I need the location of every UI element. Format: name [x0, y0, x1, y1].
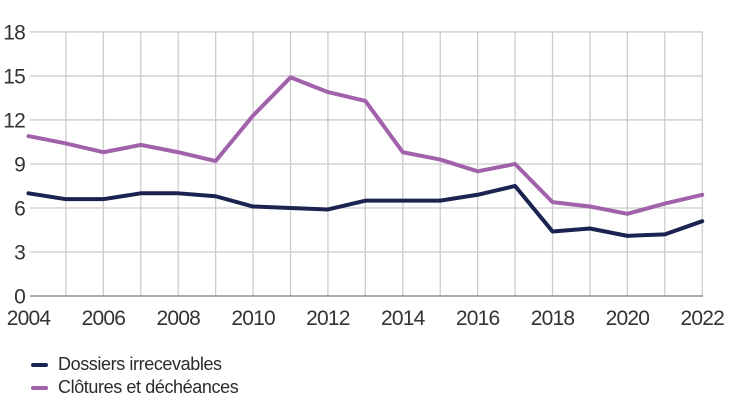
x-tick-label: 2004 — [7, 307, 52, 330]
y-tick-label: 18 — [3, 22, 25, 45]
gridlines — [30, 31, 703, 296]
series-lines — [26, 75, 705, 238]
y-axis-labels: 0 3 6 9 12 15 18 — [3, 22, 26, 309]
legend-label-dossiers-irrecevables: Dossiers irrecevables — [58, 354, 222, 374]
y-tick-label: 3 — [14, 242, 25, 265]
legend-label-clotures-et-decheances: Clôtures et déchéances — [58, 377, 239, 397]
x-axis-labels: 2004 2006 2008 2010 2012 2014 2016 2018 2020 2022 — [7, 307, 725, 330]
x-tick-label: 2018 — [531, 307, 575, 330]
legend-item-clotures-et-decheances: Clôtures et déchéances — [31, 376, 239, 399]
series-line-1 — [26, 75, 705, 216]
y-tick-label: 6 — [14, 198, 25, 221]
x-tick-label: 2020 — [606, 307, 650, 330]
legend: Dossiers irrecevables Clôtures et déchéa… — [31, 353, 239, 399]
y-tick-label: 9 — [14, 154, 25, 177]
legend-line-swatch-purple — [31, 385, 48, 390]
legend-item-dossiers-irrecevables: Dossiers irrecevables — [31, 353, 238, 376]
x-tick-label: 2010 — [231, 307, 275, 330]
legend-line-swatch-navy — [31, 362, 48, 367]
y-tick-label: 0 — [14, 286, 25, 309]
x-tick-label: 2014 — [381, 307, 426, 330]
chart-area: 0 3 6 9 12 15 18 2004 2006 2008 2010 2012 2014 2016 20… — [3, 22, 725, 331]
x-tick-label: 2006 — [82, 307, 126, 330]
y-tick-label: 12 — [3, 110, 25, 133]
x-tick-label: 2016 — [456, 307, 500, 330]
x-tick-label: 2012 — [306, 307, 350, 330]
x-tick-label: 2022 — [680, 307, 724, 330]
x-tick-label: 2008 — [156, 307, 200, 330]
series-line-0 — [26, 183, 705, 238]
y-tick-label: 15 — [3, 66, 25, 89]
